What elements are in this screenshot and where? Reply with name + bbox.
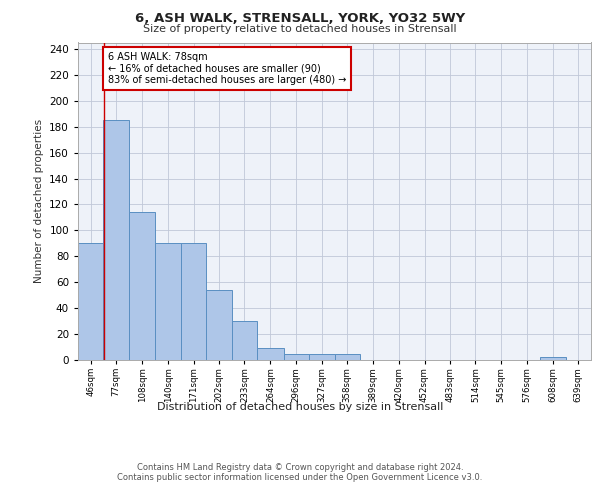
Y-axis label: Number of detached properties: Number of detached properties xyxy=(34,119,44,284)
Bar xyxy=(206,290,232,360)
Bar xyxy=(309,354,335,360)
Bar xyxy=(540,358,566,360)
Bar xyxy=(78,244,103,360)
Bar xyxy=(257,348,284,360)
Text: 6 ASH WALK: 78sqm
← 16% of detached houses are smaller (90)
83% of semi-detached: 6 ASH WALK: 78sqm ← 16% of detached hous… xyxy=(107,52,346,85)
Bar xyxy=(284,354,309,360)
Text: 6, ASH WALK, STRENSALL, YORK, YO32 5WY: 6, ASH WALK, STRENSALL, YORK, YO32 5WY xyxy=(135,12,465,26)
Text: Distribution of detached houses by size in Strensall: Distribution of detached houses by size … xyxy=(157,402,443,412)
Bar xyxy=(335,354,360,360)
Text: Size of property relative to detached houses in Strensall: Size of property relative to detached ho… xyxy=(143,24,457,34)
Bar xyxy=(232,321,257,360)
Bar xyxy=(103,120,129,360)
Bar xyxy=(155,244,181,360)
Text: Contains HM Land Registry data © Crown copyright and database right 2024.: Contains HM Land Registry data © Crown c… xyxy=(137,462,463,471)
Bar xyxy=(129,212,155,360)
Bar xyxy=(181,244,206,360)
Text: Contains public sector information licensed under the Open Government Licence v3: Contains public sector information licen… xyxy=(118,474,482,482)
